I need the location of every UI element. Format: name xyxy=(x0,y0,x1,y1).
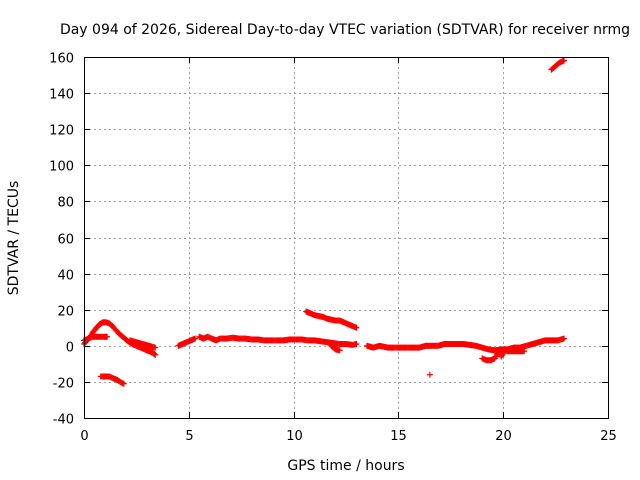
chart-title: Day 094 of 2026, Sidereal Day-to-day VTE… xyxy=(60,22,630,38)
data-point xyxy=(521,348,528,355)
data-point xyxy=(151,351,158,358)
y-tick-label: -40 xyxy=(53,413,74,428)
data-point xyxy=(192,335,199,342)
y-tick-label: 100 xyxy=(49,160,74,175)
x-tick-label: 5 xyxy=(185,429,193,444)
y-tick-label: 0 xyxy=(66,341,74,356)
data-point xyxy=(120,380,127,387)
x-tick-label: 0 xyxy=(80,429,88,444)
y-tick-label: 120 xyxy=(49,124,74,139)
y-tick-label: -20 xyxy=(53,377,74,392)
x-tick-label: 25 xyxy=(600,429,617,444)
data-point xyxy=(496,348,503,355)
y-tick-label: 80 xyxy=(57,196,74,211)
x-tick-label: 10 xyxy=(286,429,303,444)
y-tick-label: 20 xyxy=(57,305,74,320)
data-point xyxy=(560,335,567,342)
y-tick-label: 40 xyxy=(57,269,74,284)
data-point xyxy=(353,324,360,331)
axis-ticks: 0 5 10 15 20 25 -40 -20 0 20 40 60 80 100 120 140 160 xyxy=(49,52,617,445)
x-axis-label: GPS time / hours xyxy=(287,458,404,474)
data-point xyxy=(499,351,506,358)
data-point xyxy=(336,347,343,354)
y-tick-label: 140 xyxy=(49,88,74,103)
y-tick-label: 60 xyxy=(57,233,74,248)
data-point xyxy=(152,344,159,351)
x-tick-label: 15 xyxy=(390,429,407,444)
y-axis-label: SDTVAR / TECUs xyxy=(6,181,22,296)
data-point xyxy=(150,350,157,357)
data-point xyxy=(152,351,159,358)
y-tick-label: 160 xyxy=(49,52,74,67)
data-point xyxy=(560,57,567,64)
grid xyxy=(84,57,608,418)
x-tick-label: 20 xyxy=(495,429,512,444)
plot-frame xyxy=(84,57,609,419)
data-point xyxy=(426,371,433,378)
data-point xyxy=(104,333,111,340)
data-points xyxy=(81,57,567,387)
data-point xyxy=(353,340,360,347)
